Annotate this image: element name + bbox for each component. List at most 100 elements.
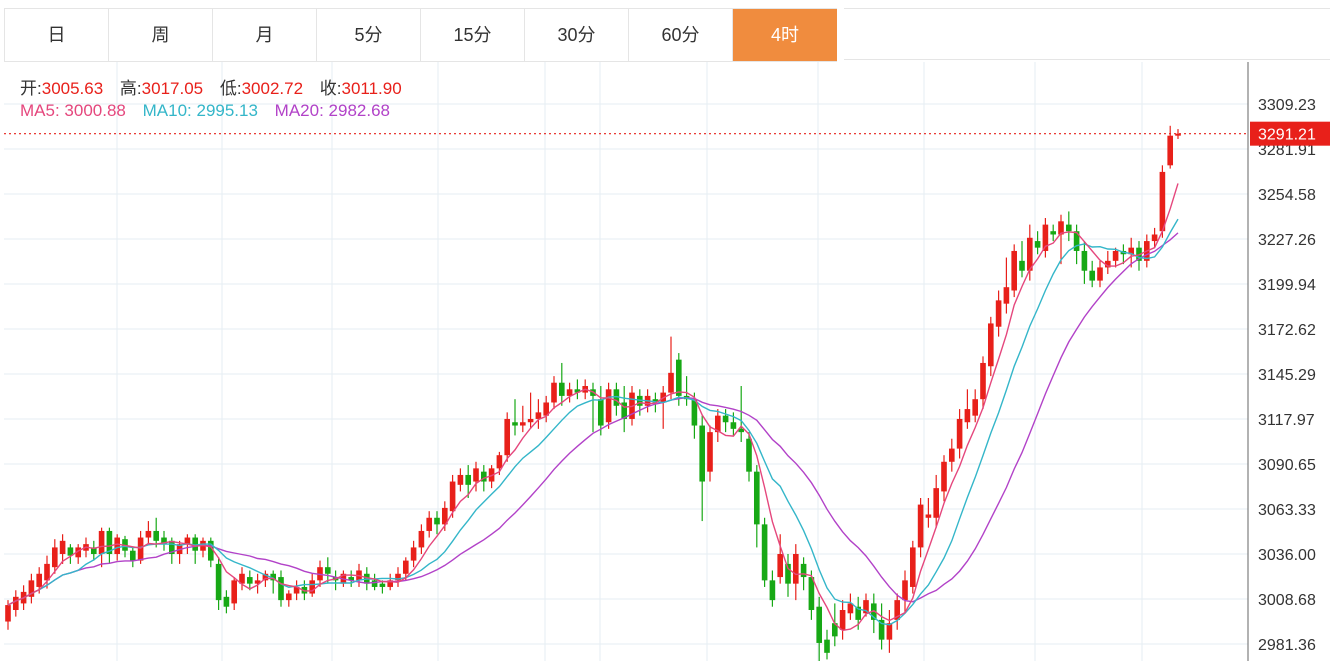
candle-body — [512, 422, 518, 426]
tab-week[interactable]: 周 — [109, 9, 213, 61]
candle-body — [184, 537, 191, 545]
candle-body — [824, 639, 830, 653]
candle-body — [925, 514, 932, 518]
tab-day[interactable]: 日 — [5, 9, 109, 61]
high-label: 高: — [119, 79, 142, 98]
candle-body — [278, 577, 284, 601]
candle-body — [246, 577, 253, 584]
candle-body — [948, 448, 955, 462]
y-tick-label: 3090.65 — [1258, 457, 1316, 474]
tab-4hour[interactable]: 4时 — [733, 9, 837, 61]
y-tick-label: 3227.26 — [1258, 232, 1316, 249]
candle-body — [699, 425, 706, 482]
candle-body — [270, 573, 277, 581]
candle-body — [496, 455, 503, 469]
candle-body — [675, 359, 682, 396]
candle-body — [730, 422, 737, 429]
open-value: 3005.63 — [41, 79, 104, 98]
candle-body — [987, 323, 994, 367]
ma10-value: 2995.13 — [196, 101, 258, 120]
candle-body — [909, 547, 916, 587]
tab-60min[interactable]: 60分 — [629, 9, 733, 61]
candle-body — [785, 563, 791, 584]
candle-body — [551, 382, 557, 403]
candle-body — [145, 530, 152, 538]
candle-body — [129, 550, 136, 561]
candle-body — [1026, 237, 1033, 271]
candle-body — [746, 438, 752, 472]
candle-body — [480, 471, 487, 482]
candle-body — [153, 530, 160, 541]
candle-body — [761, 524, 768, 581]
ma10-label: MA10: — [142, 101, 192, 120]
candle-body — [863, 600, 869, 614]
tab-15min[interactable]: 15分 — [421, 9, 525, 61]
candle-body — [956, 418, 963, 449]
candle-body — [192, 537, 199, 551]
candle-body — [285, 593, 292, 601]
candle-body — [231, 580, 238, 604]
candle-body — [714, 415, 721, 433]
candle-body — [402, 560, 409, 574]
candle-body — [980, 362, 986, 400]
candle-body — [831, 623, 838, 637]
candle-body — [465, 474, 472, 485]
candle-body — [621, 402, 628, 419]
y-tick-label: 3063.33 — [1258, 502, 1316, 519]
candle-body — [1065, 224, 1072, 232]
candle-body — [1097, 267, 1103, 281]
low-label: 低: — [219, 79, 242, 98]
candle-body — [457, 474, 464, 485]
candle-body — [707, 432, 713, 472]
ohlc-readout: 开:3005.63 高:3017.05 低:3002.72 收:3011.90 — [20, 74, 402, 99]
close-value: 3011.90 — [341, 79, 402, 98]
open-label: 开: — [20, 79, 42, 98]
candle-body — [527, 418, 534, 423]
y-tick-label: 3199.94 — [1258, 277, 1316, 294]
candle-body — [504, 418, 511, 456]
candle-body — [168, 540, 175, 555]
low-value: 3002.72 — [241, 79, 304, 98]
candle-body — [613, 389, 620, 406]
candle-body — [738, 428, 745, 433]
candle-body — [106, 530, 113, 555]
candle-body — [324, 567, 331, 574]
candle-body — [67, 547, 74, 556]
candle-body — [441, 507, 448, 525]
candle-body — [816, 606, 823, 643]
candle-body — [262, 573, 269, 581]
ma10-line — [7, 218, 1179, 626]
candle-body — [36, 573, 43, 587]
candle-body — [1089, 270, 1096, 281]
tabs-filler — [844, 8, 1330, 60]
ma5-line — [7, 183, 1179, 632]
candle-body — [519, 422, 526, 426]
y-tick-label: 3008.68 — [1258, 592, 1316, 609]
tab-5min[interactable]: 5分 — [317, 9, 421, 61]
candle-body — [137, 537, 144, 561]
candle-body — [722, 415, 729, 423]
candle-body — [902, 580, 908, 601]
candle-body — [886, 623, 893, 640]
candle-body — [215, 563, 222, 601]
candle-body — [379, 583, 386, 587]
candle-body — [839, 610, 846, 630]
candle-body — [207, 540, 214, 561]
candle-body — [972, 399, 979, 416]
candle-body — [387, 580, 394, 587]
candle-body — [1042, 224, 1049, 251]
candle-body — [98, 530, 105, 555]
tab-month[interactable]: 月 — [213, 9, 317, 61]
candle-body — [59, 540, 66, 555]
candle-body — [51, 547, 58, 568]
candle-body — [1050, 231, 1057, 235]
candle-body — [995, 300, 1002, 327]
candle-body — [792, 554, 799, 584]
tab-30min[interactable]: 30分 — [525, 9, 629, 61]
candle-body — [1081, 250, 1088, 271]
candle-body — [12, 596, 19, 611]
candle-body — [543, 402, 550, 416]
candle-body — [1003, 287, 1010, 304]
ma5-value: 3000.88 — [64, 101, 126, 120]
